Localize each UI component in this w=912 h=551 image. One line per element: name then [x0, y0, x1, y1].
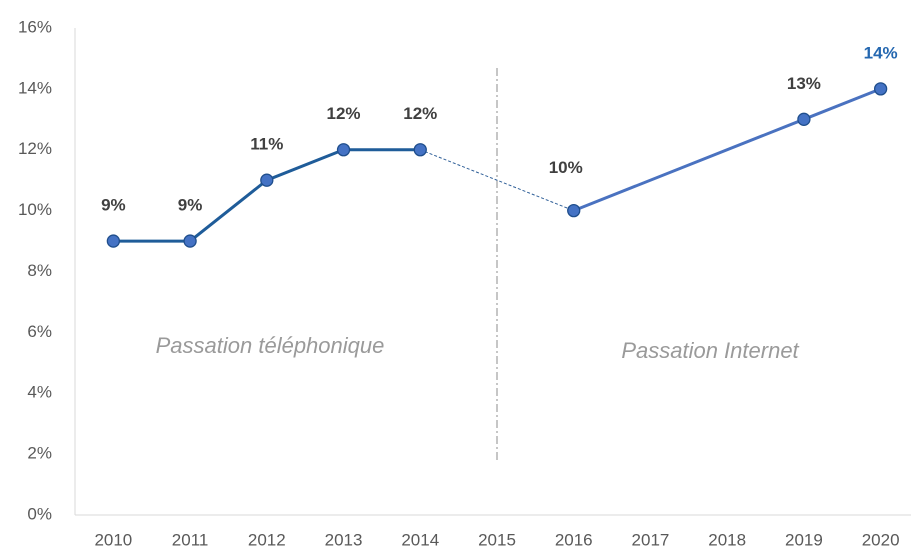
- x-tick-label: 2016: [555, 530, 593, 549]
- x-tick-label: 2011: [172, 530, 209, 549]
- y-tick-label: 8%: [27, 261, 52, 280]
- series-line: [573, 87, 882, 213]
- point: [797, 112, 811, 126]
- value-label: 12%: [327, 104, 361, 123]
- series-line: [113, 148, 421, 243]
- y-tick-label: 2%: [27, 444, 52, 463]
- x-tick-label: 2010: [94, 530, 132, 549]
- point: [873, 82, 888, 96]
- x-tick-label: 2015: [478, 530, 516, 549]
- x-tick-label: 2019: [785, 530, 823, 549]
- y-tick-label: 4%: [27, 383, 52, 402]
- x-tick-label: 2014: [401, 530, 439, 549]
- point: [260, 173, 274, 187]
- x-tick-label: 2013: [325, 530, 363, 549]
- value-label: 9%: [178, 196, 203, 215]
- point: [413, 143, 427, 157]
- y-tick-label: 12%: [18, 139, 52, 158]
- y-tick-label: 16%: [18, 17, 52, 36]
- value-label: 10%: [549, 158, 583, 177]
- point: [106, 234, 121, 248]
- value-label: 11%: [250, 135, 283, 154]
- connector: [420, 149, 574, 212]
- y-tick-label: 14%: [18, 78, 52, 97]
- point: [567, 203, 581, 218]
- y-tick-label: 10%: [18, 200, 52, 219]
- point: [336, 143, 351, 157]
- value-label: 13%: [787, 74, 821, 93]
- x-tick-label: 2020: [862, 530, 900, 549]
- annotation: Passation téléphonique: [156, 333, 385, 358]
- annotation: Passation Internet: [621, 338, 799, 363]
- point: [183, 234, 197, 248]
- y-tick-label: 6%: [27, 322, 52, 341]
- value-label: 9%: [101, 196, 126, 215]
- x-tick-label: 2012: [248, 530, 286, 549]
- x-tick-label: 2018: [708, 530, 746, 549]
- value-label: 14%: [864, 43, 898, 62]
- y-tick-label: 0%: [27, 504, 52, 523]
- x-tick-label: 2017: [632, 530, 670, 549]
- value-label: 12%: [403, 104, 437, 123]
